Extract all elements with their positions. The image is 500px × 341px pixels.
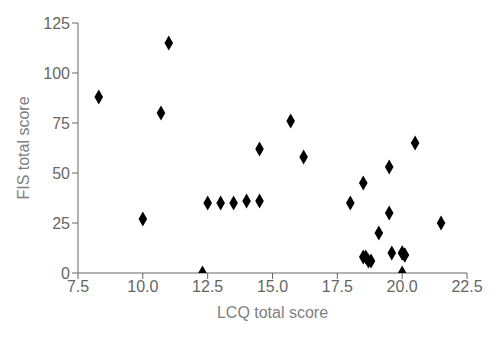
svg-text:125: 125 (43, 15, 70, 32)
svg-text:100: 100 (43, 65, 70, 82)
svg-text:20.0: 20.0 (387, 278, 418, 295)
svg-text:50: 50 (52, 165, 70, 182)
svg-text:15.0: 15.0 (257, 278, 288, 295)
svg-text:FIS total score: FIS total score (15, 96, 32, 199)
svg-text:22.5: 22.5 (451, 278, 482, 295)
svg-text:75: 75 (52, 115, 70, 132)
svg-text:LCQ total score: LCQ total score (217, 304, 328, 321)
svg-text:10.0: 10.0 (127, 278, 158, 295)
svg-text:7.5: 7.5 (67, 278, 89, 295)
svg-text:0: 0 (61, 265, 70, 282)
svg-text:12.5: 12.5 (192, 278, 223, 295)
svg-text:17.5: 17.5 (322, 278, 353, 295)
svg-text:25: 25 (52, 215, 70, 232)
